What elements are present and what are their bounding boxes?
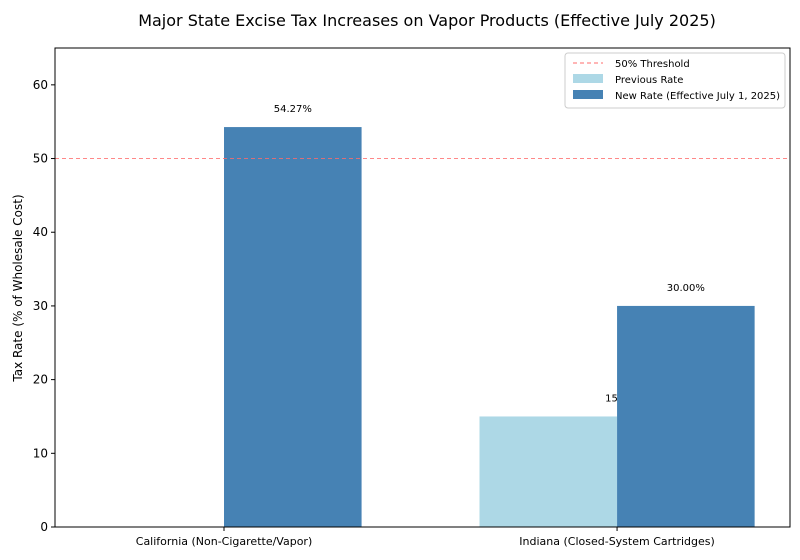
data-label: 54.27% — [274, 104, 312, 115]
x-tick-label: Indiana (Closed-System Cartridges) — [519, 535, 715, 548]
legend — [564, 52, 786, 109]
axes-frame — [54, 47, 791, 528]
legend-label: New Rate (Effective July 1, 2025) — [615, 91, 780, 102]
y-tick-label: 50 — [33, 152, 48, 166]
legend-swatch — [573, 74, 603, 83]
chart-title: Major State Excise Tax Increases on Vapo… — [138, 11, 716, 30]
x-tick-label: California (Non-Cigarette/Vapor) — [136, 535, 312, 548]
y-tick-label: 0 — [40, 520, 48, 534]
y-tick-label: 20 — [33, 373, 48, 387]
y-tick-label: 30 — [33, 299, 48, 313]
data-label: 30.00% — [667, 283, 705, 294]
bar — [224, 127, 362, 528]
bar — [479, 416, 618, 527]
data-label: 15% — [605, 393, 627, 404]
legend-label: Previous Rate — [615, 75, 683, 86]
legend-threshold-label: 50% Threshold — [615, 59, 690, 70]
y-tick-label: 60 — [33, 78, 48, 92]
legend-swatch — [573, 90, 603, 99]
y-tick-label: 10 — [33, 446, 48, 460]
bar — [617, 305, 755, 527]
y-tick-label: 40 — [33, 225, 48, 239]
y-axis-label: Tax Rate (% of Wholesale Cost) — [11, 194, 25, 382]
